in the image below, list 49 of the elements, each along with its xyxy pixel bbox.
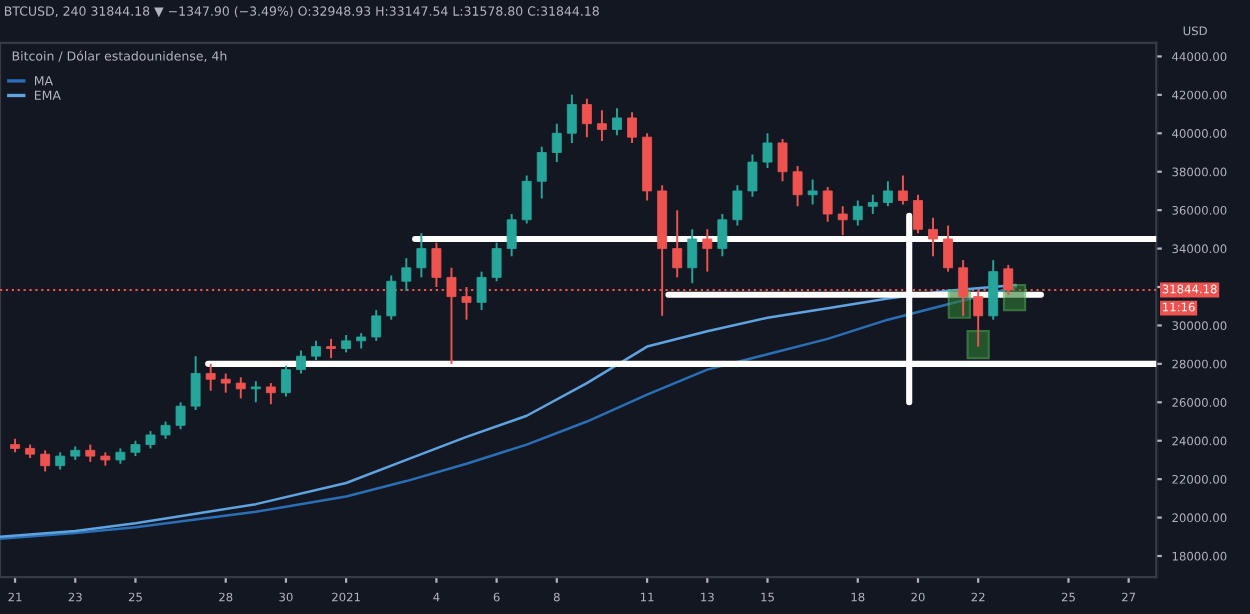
candlestick <box>913 193 923 235</box>
candlestick <box>175 401 186 431</box>
candlestick <box>822 186 833 223</box>
candlestick <box>250 380 261 404</box>
candlestick <box>265 382 276 406</box>
candlestick <box>491 241 502 283</box>
candlestick <box>958 259 969 317</box>
candlestick <box>506 213 517 258</box>
candlestick <box>807 178 818 206</box>
candlestick <box>296 349 306 375</box>
candlestick <box>852 199 863 227</box>
candlestick <box>777 138 788 183</box>
candlestick <box>311 339 321 361</box>
candlestick <box>717 213 728 258</box>
candlestick <box>988 259 999 321</box>
candlestick <box>476 270 487 312</box>
candlestick <box>672 209 683 279</box>
candlestick <box>581 97 592 139</box>
candlestick <box>235 376 246 400</box>
candlestick <box>627 111 637 144</box>
candlestick <box>732 184 743 227</box>
candlestick <box>882 180 893 208</box>
candlestick <box>702 228 713 273</box>
candlestick <box>551 122 562 164</box>
candlestick <box>205 362 216 392</box>
candlestick <box>612 107 622 137</box>
candlestick <box>220 372 231 394</box>
candlestick <box>928 216 938 258</box>
candlestick <box>326 337 337 360</box>
candlestick <box>416 232 427 279</box>
candlestick <box>837 205 848 237</box>
candlestick <box>747 153 758 198</box>
candlestick <box>401 257 412 292</box>
candlestick <box>190 355 201 411</box>
candlestick <box>792 164 803 208</box>
candlestick <box>597 109 607 142</box>
candlestick <box>536 145 547 200</box>
candlestick <box>40 449 51 473</box>
candlestick <box>897 174 908 206</box>
candlestick <box>867 193 878 215</box>
candlestick <box>521 174 532 225</box>
candlestick <box>687 228 698 285</box>
candlestick <box>762 132 773 169</box>
candlestick <box>566 93 577 144</box>
candlestick <box>943 224 954 273</box>
candlestick <box>371 309 382 342</box>
bar <box>966 330 990 360</box>
candlestick <box>386 274 397 321</box>
candlestick <box>280 364 291 398</box>
